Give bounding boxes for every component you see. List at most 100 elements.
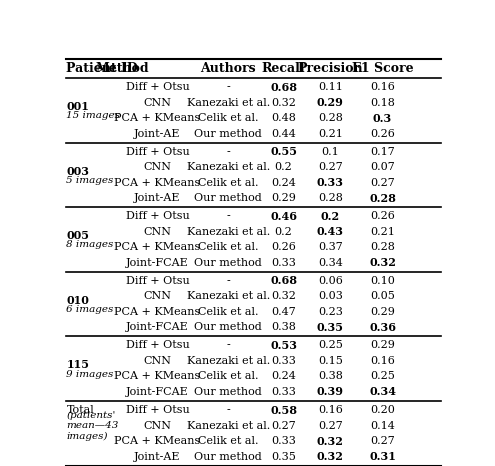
Text: 0.29: 0.29 <box>317 97 344 108</box>
Text: Kanezaki et al.: Kanezaki et al. <box>187 162 270 172</box>
Text: Celik et al.: Celik et al. <box>198 242 258 252</box>
Text: Diff + Otsu: Diff + Otsu <box>126 276 189 286</box>
Text: 15 images: 15 images <box>66 111 120 120</box>
Text: Authors: Authors <box>200 62 256 75</box>
Text: Our method: Our method <box>195 258 262 268</box>
Text: 0.33: 0.33 <box>317 177 344 188</box>
Text: 0.32: 0.32 <box>317 436 344 446</box>
Text: PCA + KMeans: PCA + KMeans <box>114 242 200 252</box>
Text: 0.27: 0.27 <box>318 420 343 431</box>
Text: -: - <box>227 147 230 157</box>
Text: 8 images: 8 images <box>66 240 114 249</box>
Text: Joint-FCAE: Joint-FCAE <box>126 387 189 397</box>
Text: 0.29: 0.29 <box>370 307 395 317</box>
Text: 0.34: 0.34 <box>318 258 343 268</box>
Text: 0.46: 0.46 <box>270 211 297 222</box>
Text: F1 Score: F1 Score <box>352 62 413 75</box>
Text: 0.18: 0.18 <box>370 97 395 108</box>
Text: 0.58: 0.58 <box>270 404 297 416</box>
Text: 0.53: 0.53 <box>270 340 297 351</box>
Text: Celik et al.: Celik et al. <box>198 178 258 188</box>
Text: 0.3: 0.3 <box>373 113 392 123</box>
Text: PCA + KMeans: PCA + KMeans <box>114 113 200 123</box>
Text: 0.28: 0.28 <box>318 113 343 123</box>
Text: 001: 001 <box>66 101 90 112</box>
Text: 0.35: 0.35 <box>271 452 296 461</box>
Text: 0.21: 0.21 <box>318 129 343 138</box>
Text: 0.21: 0.21 <box>370 227 395 237</box>
Text: 0.28: 0.28 <box>318 193 343 203</box>
Text: 0.03: 0.03 <box>318 291 343 302</box>
Text: 0.23: 0.23 <box>318 307 343 317</box>
Text: 0.28: 0.28 <box>369 193 396 204</box>
Text: 0.2: 0.2 <box>321 211 340 222</box>
Text: PCA + KMeans: PCA + KMeans <box>114 178 200 188</box>
Text: 0.32: 0.32 <box>369 257 396 268</box>
Text: Kanezaki et al.: Kanezaki et al. <box>187 97 270 108</box>
Text: 0.07: 0.07 <box>370 162 395 172</box>
Text: 0.43: 0.43 <box>317 226 344 237</box>
Text: Kanezaki et al.: Kanezaki et al. <box>187 227 270 237</box>
Text: 0.37: 0.37 <box>318 242 343 252</box>
Text: Celik et al.: Celik et al. <box>198 436 258 446</box>
Text: 0.68: 0.68 <box>270 275 297 287</box>
Text: 0.27: 0.27 <box>318 162 343 172</box>
Text: 0.32: 0.32 <box>271 97 296 108</box>
Text: 0.33: 0.33 <box>271 258 296 268</box>
Text: -: - <box>227 405 230 415</box>
Text: 003: 003 <box>66 165 90 177</box>
Text: 0.16: 0.16 <box>370 356 395 366</box>
Text: Celik et al.: Celik et al. <box>198 371 258 382</box>
Text: 0.2: 0.2 <box>275 227 293 237</box>
Text: 0.38: 0.38 <box>318 371 343 382</box>
Text: CNN: CNN <box>144 356 171 366</box>
Text: Joint-FCAE: Joint-FCAE <box>126 258 189 268</box>
Text: Precision: Precision <box>297 62 363 75</box>
Text: Diff + Otsu: Diff + Otsu <box>126 211 189 221</box>
Text: (patients'
mean—43
images): (patients' mean—43 images) <box>66 411 119 440</box>
Text: 0.06: 0.06 <box>318 276 343 286</box>
Text: Our method: Our method <box>195 193 262 203</box>
Text: 0.28: 0.28 <box>370 242 395 252</box>
Text: CNN: CNN <box>144 162 171 172</box>
Text: Diff + Otsu: Diff + Otsu <box>126 405 189 415</box>
Text: -: - <box>227 341 230 350</box>
Text: Joint-AE: Joint-AE <box>134 129 181 138</box>
Text: Kanezaki et al.: Kanezaki et al. <box>187 291 270 302</box>
Text: Our method: Our method <box>195 129 262 138</box>
Text: 0.27: 0.27 <box>271 420 296 431</box>
Text: Our method: Our method <box>195 322 262 332</box>
Text: 0.2: 0.2 <box>275 162 293 172</box>
Text: 0.11: 0.11 <box>318 82 343 92</box>
Text: 0.14: 0.14 <box>370 420 395 431</box>
Text: Patient ID: Patient ID <box>66 62 138 75</box>
Text: Joint-AE: Joint-AE <box>134 452 181 461</box>
Text: 115: 115 <box>66 359 90 370</box>
Text: 0.47: 0.47 <box>271 307 296 317</box>
Text: Kanezaki et al.: Kanezaki et al. <box>187 356 270 366</box>
Text: Total: Total <box>66 405 94 415</box>
Text: PCA + KMeans: PCA + KMeans <box>114 371 200 382</box>
Text: 0.29: 0.29 <box>370 341 395 350</box>
Text: CNN: CNN <box>144 227 171 237</box>
Text: 0.31: 0.31 <box>369 451 396 462</box>
Text: 0.05: 0.05 <box>370 291 395 302</box>
Text: Celik et al.: Celik et al. <box>198 307 258 317</box>
Text: PCA + KMeans: PCA + KMeans <box>114 436 200 446</box>
Text: 0.26: 0.26 <box>370 129 395 138</box>
Text: -: - <box>227 82 230 92</box>
Text: 0.35: 0.35 <box>317 322 344 333</box>
Text: 6 images: 6 images <box>66 305 114 314</box>
Text: Celik et al.: Celik et al. <box>198 113 258 123</box>
Text: 0.33: 0.33 <box>271 436 296 446</box>
Text: 0.32: 0.32 <box>271 291 296 302</box>
Text: 0.55: 0.55 <box>270 146 297 157</box>
Text: 0.29: 0.29 <box>271 193 296 203</box>
Text: 0.39: 0.39 <box>317 386 344 397</box>
Text: 0.17: 0.17 <box>370 147 395 157</box>
Text: 0.16: 0.16 <box>370 82 395 92</box>
Text: 0.33: 0.33 <box>271 387 296 397</box>
Text: Joint-AE: Joint-AE <box>134 193 181 203</box>
Text: 0.24: 0.24 <box>271 178 296 188</box>
Text: 005: 005 <box>66 230 90 241</box>
